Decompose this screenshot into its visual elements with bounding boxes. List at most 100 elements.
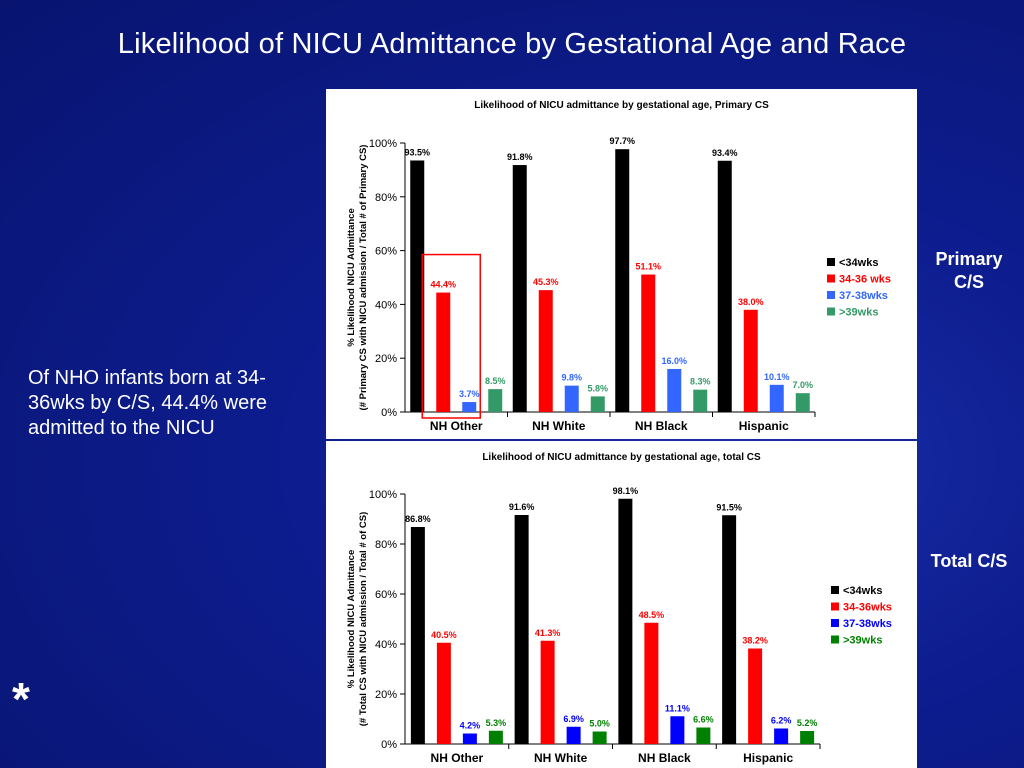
data-label: 45.3% xyxy=(533,277,559,287)
data-label: 98.1% xyxy=(613,486,639,496)
x-tick-label-hispanic: Hispanic xyxy=(743,751,793,765)
legend-label-34-36-wks: 34-36 wks xyxy=(839,274,891,286)
y-tick-label: 60% xyxy=(375,246,397,258)
bar-34-36wks-nh-other xyxy=(436,642,451,744)
x-tick-label-nh-white: NH White xyxy=(534,751,588,765)
bar-34wks-hispanic xyxy=(717,160,732,412)
legend-label-39wks: >39wks xyxy=(839,307,878,319)
bar-37-38wks-hispanic xyxy=(769,384,784,412)
legend-label-34wks: <34wks xyxy=(843,585,882,597)
data-label: 5.3% xyxy=(486,718,507,728)
legend-swatch-34-36wks xyxy=(831,602,839,611)
bar-37-38wks-nh-black xyxy=(667,368,682,412)
data-label: 51.1% xyxy=(635,262,661,272)
y-tick-label: 100% xyxy=(369,138,397,150)
data-label: 41.3% xyxy=(535,628,561,638)
data-label: 48.5% xyxy=(639,610,665,620)
data-label: 5.2% xyxy=(797,718,818,728)
bar-39wks-hispanic xyxy=(800,731,815,744)
bar-34wks-nh-other xyxy=(410,527,425,744)
bar-34-36wks-hispanic xyxy=(748,648,763,744)
chart-total-cs: Likelihood of NICU admittance by gestati… xyxy=(326,441,917,768)
bar-37-38wks-nh-other xyxy=(462,733,477,744)
x-tick-label-nh-black: NH Black xyxy=(635,419,688,433)
data-label: 93.5% xyxy=(404,147,430,157)
x-tick-label-hispanic: Hispanic xyxy=(739,419,789,433)
slide-title: Likelihood of NICU Admittance by Gestati… xyxy=(117,28,907,60)
y-tick-label: 80% xyxy=(375,539,397,551)
data-label: 6.6% xyxy=(693,715,714,725)
bar-34-36-wks-nh-white xyxy=(538,290,553,412)
bar-37-38wks-nh-white xyxy=(566,726,581,744)
data-label: 38.2% xyxy=(742,636,768,646)
bar-34-36-wks-hispanic xyxy=(743,309,758,412)
data-label: 11.1% xyxy=(665,703,690,713)
legend-label-39wks: >39wks xyxy=(843,635,882,647)
legend-label-34wks: <34wks xyxy=(839,257,878,269)
bar-37-38wks-nh-black xyxy=(670,716,685,744)
bar-37-38wks-hispanic xyxy=(774,728,789,744)
data-label: 91.6% xyxy=(509,502,535,512)
data-label: 93.4% xyxy=(712,148,738,158)
legend-label-37-38wks: 37-38wks xyxy=(843,618,892,630)
data-label: 5.0% xyxy=(589,719,610,729)
y-axis-label: % Likelihood NICU Admittance(# Primary C… xyxy=(346,145,369,411)
bar-34wks-nh-white xyxy=(514,515,529,744)
y-tick-label: 40% xyxy=(375,639,397,651)
legend-label-37-38wks: 37-38wks xyxy=(839,290,888,302)
bar-39wks-nh-other xyxy=(488,730,503,744)
legend-swatch-39wks xyxy=(827,307,835,316)
chart-title: Likelihood of NICU admittance by gestati… xyxy=(482,452,761,463)
bar-37-38wks-nh-other xyxy=(462,402,477,412)
primary-cs-label: Primary C/S xyxy=(935,249,1003,292)
chart-svg: Likelihood of NICU admittance by gestati… xyxy=(346,452,892,765)
y-tick-label: 80% xyxy=(375,192,397,204)
bar-34wks-nh-other xyxy=(410,160,425,412)
bar-39wks-nh-black xyxy=(696,727,711,744)
bar-39wks-nh-other xyxy=(488,389,503,412)
bar-34wks-nh-white xyxy=(512,165,527,412)
data-label: 86.8% xyxy=(405,514,431,524)
y-tick-label: 60% xyxy=(375,589,397,601)
x-tick-label-nh-other: NH Other xyxy=(431,751,484,765)
bar-39wks-nh-white xyxy=(590,396,605,412)
data-label: 44.4% xyxy=(430,280,456,290)
data-label: 6.9% xyxy=(563,714,584,724)
bar-39wks-hispanic xyxy=(795,393,810,412)
y-tick-label: 20% xyxy=(375,353,397,365)
y-tick-label: 40% xyxy=(375,299,397,311)
legend-swatch-34-36-wks xyxy=(827,274,835,283)
y-tick-label: 100% xyxy=(369,489,397,501)
data-label: 6.2% xyxy=(771,716,792,726)
bar-34wks-hispanic xyxy=(722,515,737,744)
total-cs-label: Total C/S xyxy=(930,551,1008,571)
annotation-note: Of NHO infants born at 34-36wks by C/S, … xyxy=(28,367,267,439)
legend-swatch-39wks xyxy=(831,635,839,644)
data-label: 7.0% xyxy=(792,380,813,390)
x-tick-label-nh-black: NH Black xyxy=(638,751,691,765)
data-label: 38.0% xyxy=(738,297,764,307)
data-label: 9.8% xyxy=(561,373,582,383)
bar-39wks-nh-black xyxy=(693,389,708,412)
y-tick-label: 0% xyxy=(381,407,397,419)
y-tick-label: 0% xyxy=(381,739,397,751)
legend-swatch-37-38wks xyxy=(831,619,839,627)
chart-primary-cs: Likelihood of NICU admittance by gestati… xyxy=(326,89,917,439)
chart-svg: Likelihood of NICU admittance by gestati… xyxy=(346,100,891,433)
bar-39wks-nh-white xyxy=(592,731,607,744)
data-label: 5.8% xyxy=(587,383,608,393)
legend-swatch-37-38wks xyxy=(827,291,835,299)
bar-34-36wks-nh-black xyxy=(644,622,659,744)
chart-title: Likelihood of NICU admittance by gestati… xyxy=(474,100,769,111)
bar-34-36-wks-nh-other xyxy=(436,292,451,412)
legend-swatch-34wks xyxy=(831,586,839,594)
legend-swatch-34wks xyxy=(827,258,835,266)
legend-label-34-36wks: 34-36wks xyxy=(843,602,892,614)
data-label: 16.0% xyxy=(661,356,687,366)
y-axis-label: % Likelihood NICU Admittance(# Total CS … xyxy=(346,512,369,726)
data-label: 3.7% xyxy=(459,389,480,399)
data-label: 91.5% xyxy=(716,502,742,512)
y-tick-label: 20% xyxy=(375,689,397,701)
x-tick-label-nh-white: NH White xyxy=(532,419,586,433)
bar-34wks-nh-black xyxy=(615,149,630,412)
